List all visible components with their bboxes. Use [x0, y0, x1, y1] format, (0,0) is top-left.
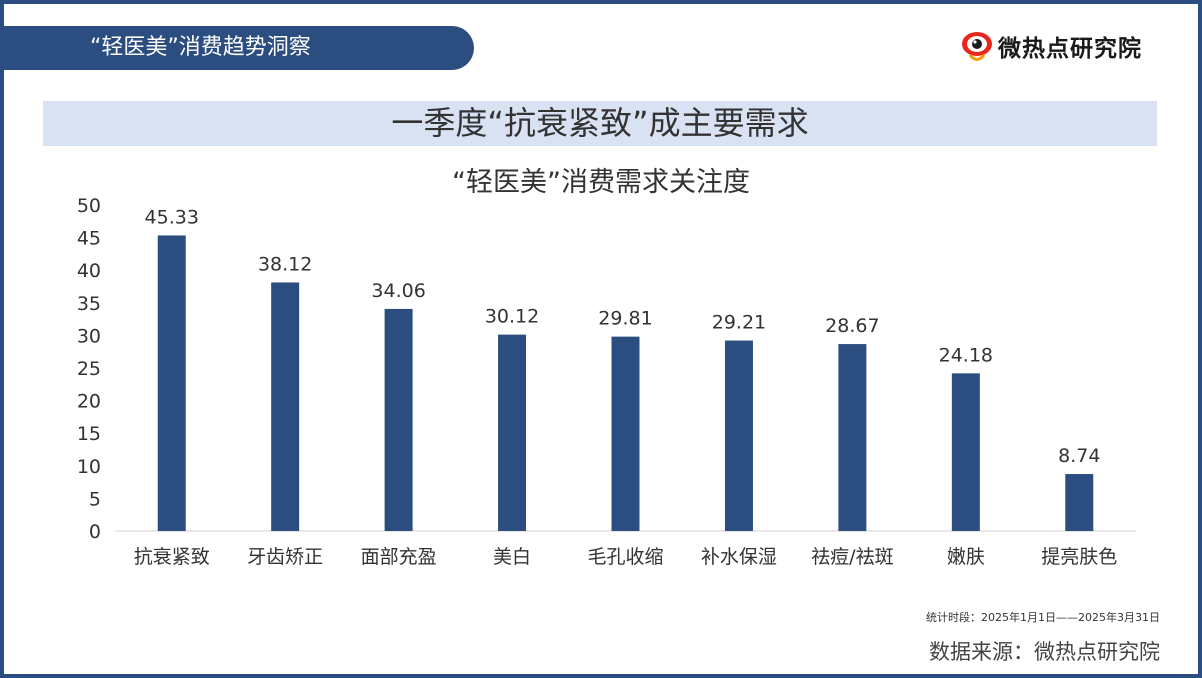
- bar: [838, 344, 867, 531]
- y-tick-label: 40: [77, 260, 101, 282]
- bars: [157, 235, 1094, 531]
- y-axis: 0 5 10 15 20 25 30 35 40 45 50: [77, 195, 101, 543]
- x-axis-labels: 抗衰紧致 牙齿矫正 面部充盈 美白 毛孔收缩 补水保湿 祛痘/祛斑 嫩肤 提亮肤色: [134, 546, 1118, 568]
- data-label: 29.21: [712, 312, 766, 334]
- x-tick-label: 牙齿矫正: [247, 546, 323, 568]
- data-label: 34.06: [371, 280, 425, 302]
- bar: [157, 235, 186, 531]
- x-tick-label: 补水保湿: [701, 546, 777, 568]
- y-tick-label: 20: [77, 391, 101, 413]
- data-label: 30.12: [485, 306, 539, 328]
- y-tick-label: 35: [77, 293, 101, 315]
- bar: [498, 334, 527, 531]
- bar: [724, 340, 753, 531]
- x-tick-label: 美白: [493, 546, 531, 568]
- y-tick-label: 15: [77, 423, 101, 445]
- y-tick-label: 25: [77, 358, 101, 380]
- bar: [951, 373, 980, 531]
- y-tick-label: 30: [77, 325, 101, 347]
- brand: 微热点研究院: [960, 26, 1142, 66]
- banner-headline: 一季度“抗衰紧致”成主要需求: [43, 101, 1157, 146]
- period-note: 统计时段：2025年1月1日——2025年3月31日: [926, 611, 1160, 624]
- data-label: 8.74: [1058, 445, 1100, 467]
- weibo-eye-logo-icon: [962, 32, 992, 61]
- x-tick-label: 提亮肤色: [1041, 546, 1117, 568]
- x-tick-label: 嫩肤: [947, 546, 985, 568]
- data-source: 数据来源：微热点研究院: [929, 640, 1160, 664]
- y-tick-label: 10: [77, 456, 101, 478]
- x-tick-label: 抗衰紧致: [134, 546, 210, 568]
- bar: [611, 336, 640, 531]
- x-tick-label: 毛孔收缩: [587, 546, 663, 568]
- data-label: 38.12: [258, 253, 312, 275]
- data-label: 45.33: [145, 206, 199, 228]
- bar: [384, 308, 413, 531]
- value-labels: 45.33 38.12 34.06 30.12 29.81 29.21 28.67 24.18…: [145, 206, 1101, 467]
- bar: [271, 282, 300, 531]
- x-tick-label: 祛痘/祛斑: [811, 546, 893, 568]
- y-tick-label: 50: [77, 195, 101, 217]
- bar: [1065, 474, 1094, 531]
- x-tick-label: 面部充盈: [361, 546, 437, 568]
- data-label: 24.18: [939, 344, 993, 366]
- data-label: 29.81: [598, 308, 652, 330]
- brand-name: 微热点研究院: [998, 36, 1142, 62]
- y-tick-label: 5: [89, 488, 101, 510]
- y-tick-label: 0: [89, 521, 101, 543]
- data-label: 28.67: [825, 315, 879, 337]
- y-tick-label: 45: [77, 228, 101, 250]
- chart-title: “轻医美”消费需求关注度: [452, 167, 750, 198]
- header-tab-title: “轻医美”消费趋势洞察: [4, 26, 474, 70]
